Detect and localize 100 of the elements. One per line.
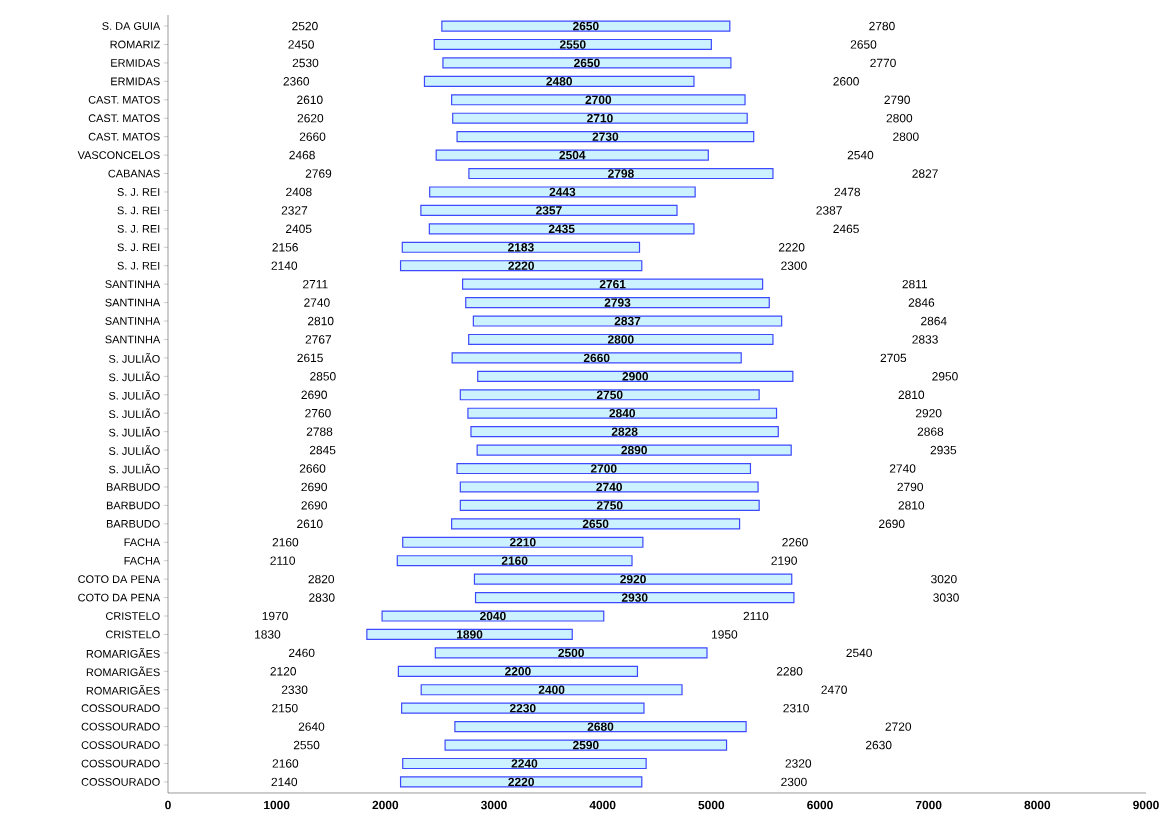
annotation: 2705 xyxy=(880,353,907,363)
annotation: 2810 xyxy=(307,316,334,326)
annotation: 2810 xyxy=(898,390,925,399)
annotation: 2868 xyxy=(917,427,944,436)
annotation: 1970 xyxy=(262,611,288,621)
annotation: 2540 xyxy=(846,648,872,658)
annotation: 2140 xyxy=(271,777,298,787)
annotation: 2833 xyxy=(912,335,938,344)
annotation: 2140 xyxy=(271,261,298,270)
bar xyxy=(477,370,794,382)
data-label: 2750 xyxy=(596,501,623,510)
annotation: 2156 xyxy=(272,243,298,252)
y-tick-label: S. J. REI xyxy=(117,206,160,215)
annotation: 2800 xyxy=(893,132,919,141)
y-tick-label: COSSOURADO xyxy=(81,741,160,749)
bar xyxy=(459,481,759,493)
y-tick-label: ROMARIGÃES xyxy=(86,666,160,677)
annotation: 2520 xyxy=(292,21,318,31)
annotation: 2478 xyxy=(834,187,861,197)
y-tick-label: CRISTELO xyxy=(105,612,160,620)
data-label: 2700 xyxy=(590,464,617,473)
annotation: 2790 xyxy=(884,95,910,105)
bar xyxy=(444,739,728,751)
data-label: 2220 xyxy=(508,777,534,787)
bar xyxy=(441,20,731,32)
data-label: 2550 xyxy=(559,40,586,49)
bar xyxy=(451,352,742,364)
annotation: 2660 xyxy=(299,132,326,141)
annotation: 2300 xyxy=(781,261,807,270)
x-tick-label: 5000 xyxy=(698,800,725,810)
data-label: 2710 xyxy=(587,114,613,123)
data-label: 2890 xyxy=(621,445,647,455)
annotation: 2327 xyxy=(281,206,308,215)
data-label: 2160 xyxy=(501,556,528,565)
y-tick-label: COSSOURADO xyxy=(81,778,160,786)
y-tick-label: FACHA xyxy=(124,556,161,565)
y-tick-label: VASCONCELOS xyxy=(77,151,160,159)
annotation: 2845 xyxy=(309,445,336,455)
x-tick-label: 6000 xyxy=(807,800,833,810)
data-label: 2230 xyxy=(509,703,536,713)
bar xyxy=(459,389,760,401)
bar xyxy=(472,315,783,327)
annotation: 2740 xyxy=(304,298,330,307)
y-tick-label: COTO DA PENA xyxy=(78,575,161,584)
bar xyxy=(433,38,712,51)
annotation: 2470 xyxy=(821,685,847,694)
x-tick-label: 2000 xyxy=(372,800,399,810)
bar xyxy=(399,260,643,272)
bar xyxy=(429,186,696,198)
annotation: 2767 xyxy=(305,335,332,344)
data-label: 2504 xyxy=(559,150,586,160)
annotation: 3020 xyxy=(931,574,957,584)
annotation: 2405 xyxy=(285,224,312,234)
data-label: 2750 xyxy=(596,390,623,399)
y-tick-label: ERMIDAS xyxy=(111,59,160,67)
data-label: 2730 xyxy=(592,132,619,141)
y-tick-label: SANTINHA xyxy=(105,280,161,289)
bar xyxy=(456,462,752,475)
y-tick-label: COTO DA PENA xyxy=(78,593,161,602)
bar xyxy=(474,591,795,604)
y-tick-label: S. J. REI xyxy=(117,261,160,270)
y-tick-label: S. J. REI xyxy=(117,243,160,252)
bar xyxy=(434,647,708,659)
annotation: 2190 xyxy=(771,556,797,565)
annotation: 2280 xyxy=(776,667,803,676)
annotation: 2610 xyxy=(297,519,323,529)
annotation: 2550 xyxy=(293,740,320,750)
y-tick-label: COSSOURADO xyxy=(81,722,160,731)
y-tick-label: S. JULIÃO xyxy=(108,463,160,474)
bar xyxy=(467,407,778,419)
data-label: 2590 xyxy=(572,740,599,750)
y-tick-label: CAST. MATOS xyxy=(88,132,160,141)
y-tick-label: S. J. REI xyxy=(117,188,160,196)
annotation: 2150 xyxy=(272,703,298,713)
y-tick-label: COSSOURADO xyxy=(81,759,160,768)
bar xyxy=(476,444,792,456)
annotation: 2846 xyxy=(908,298,935,307)
bar xyxy=(442,57,732,69)
y-tick-label: BARBUDO xyxy=(106,501,160,510)
annotation: 2920 xyxy=(915,408,942,418)
bar xyxy=(401,702,645,714)
y-tick-label: S. JULIÃO xyxy=(108,426,160,437)
annotation: 2160 xyxy=(272,759,299,768)
bar xyxy=(462,278,764,290)
y-tick-label: BARBUDO xyxy=(106,519,160,528)
annotation: 2811 xyxy=(902,279,928,289)
annotation: 2740 xyxy=(889,464,916,473)
annotation: 2770 xyxy=(870,58,896,68)
y-tick-label: CAST. MATOS xyxy=(88,114,160,123)
data-label: 2210 xyxy=(509,538,536,547)
annotation: 2830 xyxy=(309,593,335,602)
bar xyxy=(396,555,633,567)
annotation: 2110 xyxy=(743,611,769,621)
x-tick-label: 8000 xyxy=(1024,800,1051,810)
data-label: 2837 xyxy=(614,316,641,326)
y-tick-label: FACHA xyxy=(124,538,161,547)
bar xyxy=(399,776,643,788)
annotation: 2408 xyxy=(286,187,312,197)
annotation: 1950 xyxy=(711,630,738,639)
annotation: 2810 xyxy=(898,501,925,510)
